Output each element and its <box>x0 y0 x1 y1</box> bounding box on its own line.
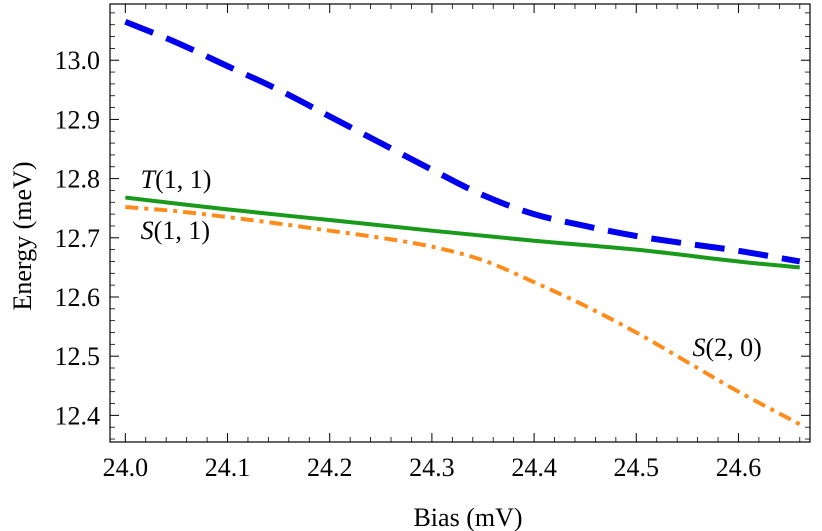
y-tick-label: 12.8 <box>55 165 101 194</box>
series-line-0 <box>124 18 801 265</box>
x-tick-label: 24.0 <box>103 453 149 482</box>
x-tick-label: 24.1 <box>205 453 251 482</box>
x-axis-title: Bias (mV) <box>413 503 522 531</box>
annotation-2: S(2, 0) <box>692 333 761 362</box>
x-tick-label: 24.3 <box>409 453 455 482</box>
y-tick-label: 12.7 <box>55 224 101 253</box>
series-layer <box>124 18 801 427</box>
y-tick-label: 12.6 <box>55 283 101 312</box>
tick-labels: 24.0 24.1 24.2 24.3 24.4 24.5 24.6 12.4 12.5 12.6… <box>55 46 762 482</box>
y-tick-label: 12.9 <box>55 105 101 134</box>
y-tick-label: 12.4 <box>55 401 101 430</box>
annotation-0: T(1, 1) <box>141 165 212 194</box>
axis-ticks <box>110 4 810 442</box>
x-tick-label: 24.5 <box>614 453 660 482</box>
plot-frame <box>109 3 811 443</box>
y-axis-title: Energy (meV) <box>8 162 37 311</box>
x-tick-label: 24.2 <box>307 453 353 482</box>
y-tick-label: 12.5 <box>55 342 101 371</box>
annotation-1: S(1, 1) <box>141 216 210 245</box>
x-tick-label: 24.4 <box>511 453 557 482</box>
series-line-2 <box>125 205 801 427</box>
series-line-1 <box>125 195 800 270</box>
x-tick-label: 24.6 <box>716 453 762 482</box>
y-tick-label: 13.0 <box>55 46 101 75</box>
series-annotations: T(1, 1) S(1, 1) S(2, 0) <box>141 165 762 362</box>
